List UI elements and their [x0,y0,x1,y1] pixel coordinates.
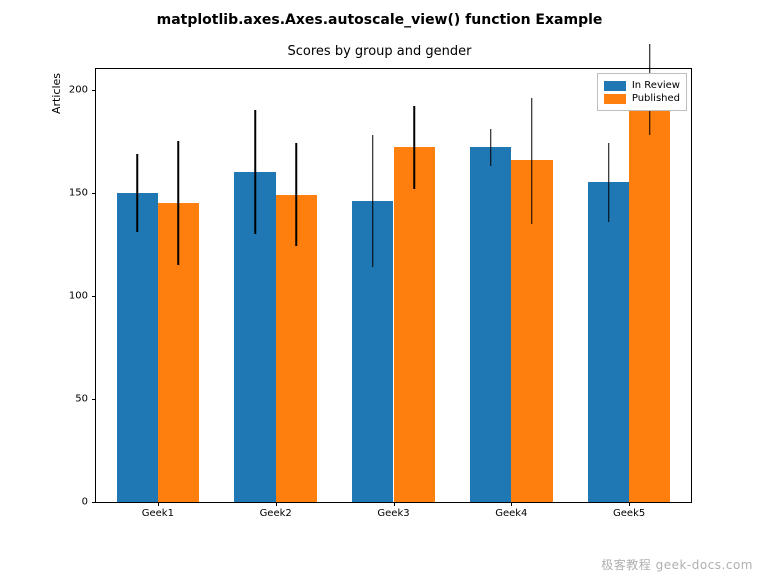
ytick-label: 150 [69,187,96,198]
ytick-label: 100 [69,290,96,301]
errorbar [608,143,610,221]
xtick-label: Geek5 [613,502,645,519]
ytick-label: 200 [69,84,96,95]
xtick-label: Geek2 [260,502,292,519]
legend: In Review Published [597,73,687,111]
watermark-text: 极客教程 geek-docs.com [601,556,753,573]
bar-in-review [588,182,629,502]
xtick-label: Geek1 [142,502,174,519]
bar-published [629,90,670,502]
errorbar [531,98,533,224]
errorbar [136,154,138,232]
ytick-label: 50 [75,393,96,404]
errorbar [296,143,298,246]
bar-in-review [470,147,511,502]
ytick-label: 0 [82,497,96,508]
legend-swatch [604,94,626,104]
errorbar [254,110,256,234]
errorbar [413,106,415,188]
axes-title: Scores by group and gender [0,44,759,59]
bar-in-review [117,193,158,502]
plot-area: 050100150200 Geek1Geek2Geek3Geek4Geek5 I… [95,68,692,503]
figure-suptitle: matplotlib.axes.Axes.autoscale_view() fu… [0,12,759,28]
legend-swatch [604,81,626,91]
legend-label: Published [632,93,680,104]
errorbar [490,129,492,166]
errorbar [372,135,374,267]
bar-published [394,147,435,502]
legend-label: In Review [632,80,680,91]
legend-item: Published [604,93,680,104]
xtick-label: Geek3 [377,502,409,519]
xtick-label: Geek4 [495,502,527,519]
legend-item: In Review [604,80,680,91]
y-axis-label: Articles [50,0,63,310]
errorbar [178,141,180,265]
